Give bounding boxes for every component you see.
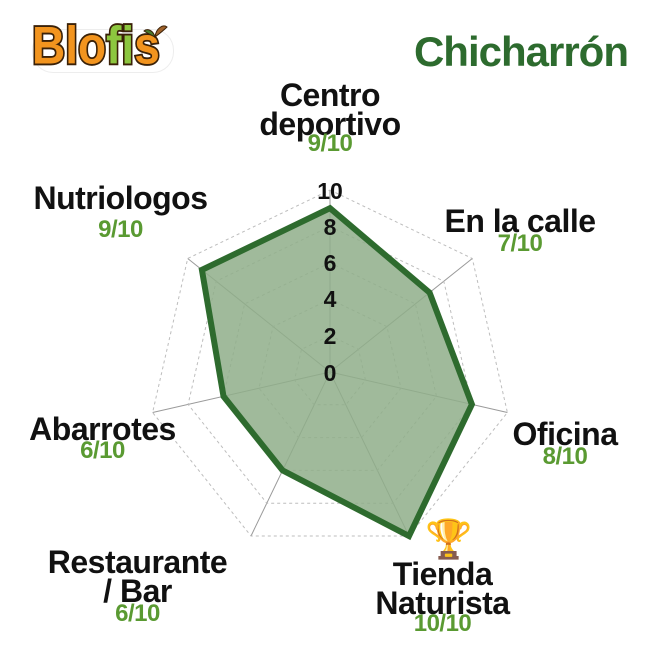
svg-text:6: 6 xyxy=(324,250,337,276)
svg-text:0: 0 xyxy=(324,360,337,386)
svg-text:4: 4 xyxy=(324,286,337,312)
svg-text:8: 8 xyxy=(324,214,337,240)
svg-text:2: 2 xyxy=(324,323,337,349)
svg-text:10: 10 xyxy=(317,178,343,204)
